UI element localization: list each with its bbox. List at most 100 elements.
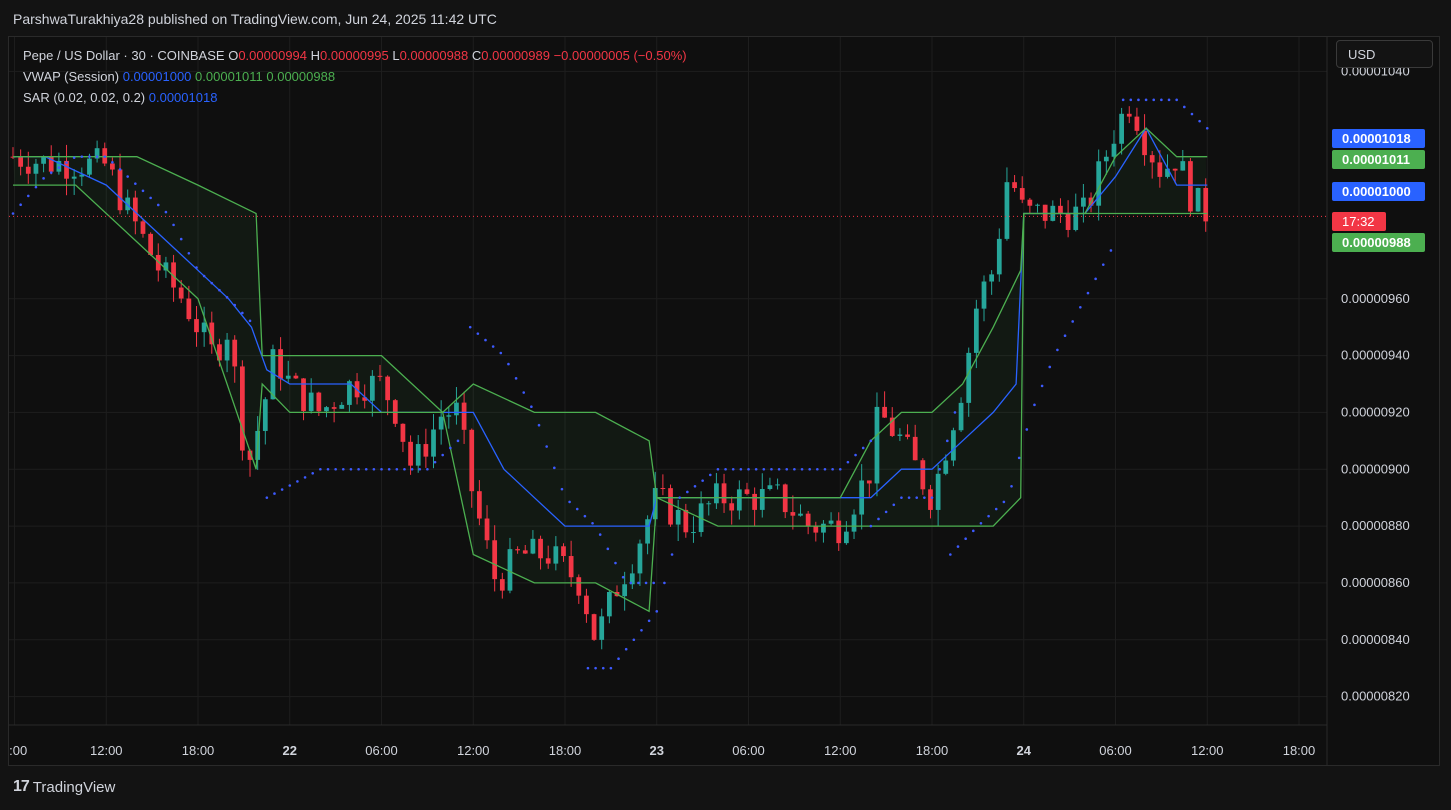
sar-dot bbox=[410, 467, 414, 471]
candle-body bbox=[431, 429, 436, 457]
sar-dot bbox=[644, 581, 648, 585]
candle-body bbox=[362, 397, 368, 401]
symbol-label[interactable]: Pepe / US Dollar · 30 · COINBASE bbox=[23, 48, 225, 63]
candle-body bbox=[33, 163, 39, 174]
sar-dot bbox=[364, 467, 368, 471]
change-value: −0.00000005 (−0.50%) bbox=[553, 48, 687, 63]
sar-dot bbox=[923, 496, 926, 499]
sar-dot bbox=[964, 537, 967, 541]
candle-body bbox=[935, 473, 941, 510]
sar-dot bbox=[303, 476, 307, 479]
x-tick-label: 24 bbox=[1017, 743, 1032, 758]
candle-body bbox=[369, 375, 375, 401]
sar-dot bbox=[326, 467, 330, 471]
sar-dot bbox=[1167, 98, 1171, 102]
sar-price-tag: 0.00001018 bbox=[1332, 129, 1425, 148]
sar-dot bbox=[273, 492, 276, 495]
candle-body bbox=[981, 281, 987, 309]
sar-dot bbox=[357, 467, 360, 471]
candle-body bbox=[186, 298, 192, 320]
candle-body bbox=[966, 352, 972, 403]
sar-dot bbox=[499, 351, 503, 355]
sar-dot bbox=[103, 155, 107, 158]
sar-dot bbox=[233, 303, 237, 307]
candle-body bbox=[828, 520, 834, 524]
top-bar: ParshwaTurakhiya28 published on TradingV… bbox=[0, 0, 1451, 36]
candle-body bbox=[629, 573, 635, 585]
sar-dot bbox=[739, 467, 743, 471]
sar-dot bbox=[678, 496, 682, 499]
candle-body bbox=[844, 531, 849, 544]
sar-dot bbox=[1198, 119, 1201, 123]
candle-body bbox=[155, 254, 161, 271]
currency-button[interactable]: USD bbox=[1336, 40, 1433, 68]
ohlc-row[interactable]: Pepe / US Dollar · 30 · COINBASE O0.0000… bbox=[23, 45, 687, 66]
sar-dot bbox=[823, 467, 827, 471]
vwap-label[interactable]: VWAP (Session) bbox=[23, 69, 120, 84]
sar-dot bbox=[418, 467, 422, 471]
sar-dot bbox=[1071, 320, 1074, 323]
sar-dot bbox=[785, 467, 789, 471]
close-label: C bbox=[471, 48, 482, 63]
candle-body bbox=[1111, 143, 1117, 157]
candle-body bbox=[79, 174, 85, 177]
candle-body bbox=[928, 489, 933, 510]
candle-body bbox=[1065, 213, 1071, 230]
candle-body bbox=[668, 488, 673, 525]
candle-body bbox=[522, 550, 528, 554]
sar-dot bbox=[141, 189, 145, 193]
sar-dot bbox=[372, 467, 376, 471]
candle-body bbox=[56, 160, 62, 172]
vwap-price-tag: 0.00001000 bbox=[1332, 182, 1425, 201]
candle-body bbox=[71, 176, 77, 179]
sar-dot bbox=[621, 575, 625, 579]
candle-body bbox=[637, 543, 643, 574]
candle-body bbox=[285, 375, 291, 379]
candle-body bbox=[1042, 204, 1048, 221]
sar-dot bbox=[854, 453, 857, 457]
x-tick-label: 18:00 bbox=[916, 743, 949, 758]
candle-body bbox=[117, 169, 123, 211]
price-chart[interactable]: 0.00000820 0.00000840 0.00000860 0.00000880… bbox=[9, 37, 1439, 765]
sar-dot bbox=[341, 467, 345, 471]
sar-dot bbox=[1205, 126, 1209, 130]
vwap-lower-price-tag: 0.00000988 bbox=[1332, 233, 1425, 252]
candle-body bbox=[622, 584, 628, 597]
sar-label[interactable]: SAR (0.02, 0.02, 0.2) bbox=[23, 90, 146, 105]
chart-frame[interactable]: 0.00000820 0.00000840 0.00000860 0.00000880… bbox=[8, 36, 1440, 766]
sar-dot bbox=[395, 467, 399, 471]
sar-dot bbox=[831, 467, 834, 471]
candle-body bbox=[798, 513, 803, 516]
sar-dot bbox=[265, 496, 269, 499]
candle-body bbox=[469, 429, 475, 492]
tradingview-logo[interactable]: 17 TradingView bbox=[13, 778, 115, 796]
candle-body bbox=[293, 375, 299, 379]
candle-body bbox=[790, 512, 796, 516]
candle-body bbox=[247, 450, 253, 460]
sar-row[interactable]: SAR (0.02, 0.02, 0.2) 0.00001018 bbox=[23, 87, 687, 108]
candle-body bbox=[232, 339, 238, 367]
candle-body bbox=[973, 308, 979, 353]
sar-dot bbox=[591, 521, 594, 525]
y-tick-label: 0.00000840 bbox=[1341, 632, 1410, 647]
candle-body bbox=[897, 434, 903, 436]
sar-dot bbox=[88, 155, 91, 158]
candle-body bbox=[1188, 161, 1193, 212]
sar-dot bbox=[971, 529, 975, 533]
sar-dot bbox=[202, 274, 206, 278]
candle-body bbox=[515, 549, 520, 551]
sar-dot bbox=[1002, 500, 1006, 504]
candle-body bbox=[606, 592, 612, 617]
candle-body bbox=[347, 381, 352, 405]
candle-body bbox=[821, 523, 826, 533]
sar-dot bbox=[553, 466, 556, 470]
vwap-lower-line bbox=[13, 184, 1208, 613]
candle-body bbox=[813, 525, 819, 533]
candle-body bbox=[438, 416, 444, 430]
sar-dot bbox=[456, 439, 460, 443]
sar-dot bbox=[26, 194, 30, 198]
y-tick-label: 0.00000880 bbox=[1341, 518, 1410, 533]
sar-dot bbox=[1190, 112, 1194, 116]
candle-body bbox=[576, 577, 582, 596]
vwap-row[interactable]: VWAP (Session) 0.00001000 0.00001011 0.0… bbox=[23, 66, 687, 87]
